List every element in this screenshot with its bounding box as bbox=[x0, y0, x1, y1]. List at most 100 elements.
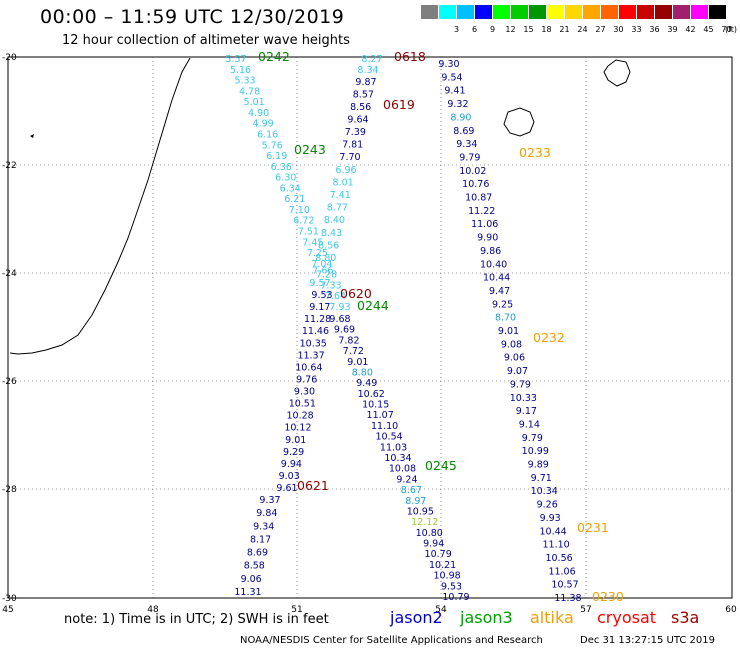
satellite-name: jason2 bbox=[390, 608, 443, 627]
pass-label: 0232 bbox=[533, 330, 565, 345]
swh-value: 8.97 bbox=[405, 496, 426, 507]
legend-swatch bbox=[583, 5, 601, 19]
swh-value: 9.34 bbox=[456, 139, 477, 150]
swh-value: 8.80 bbox=[315, 253, 336, 264]
legend-label: 39 bbox=[667, 25, 678, 34]
swh-value: 9.37 bbox=[259, 495, 280, 506]
swh-value: 9.47 bbox=[489, 286, 510, 297]
swh-value: 11.38 bbox=[554, 593, 581, 604]
swh-value: 10.79 bbox=[442, 592, 469, 603]
swh-value: 8.34 bbox=[357, 65, 378, 76]
altimeter-tracks: 5.575.165.334.785.014.904.996.165.766.19… bbox=[225, 54, 581, 604]
swh-value: 10.21 bbox=[429, 560, 456, 571]
swh-value: 10.44 bbox=[540, 526, 567, 537]
swh-value: 8.69 bbox=[453, 126, 474, 137]
legend-swatch bbox=[691, 5, 709, 19]
swh-value: 8.70 bbox=[495, 313, 516, 324]
swh-value: 9.86 bbox=[480, 246, 501, 257]
swh-value: 10.76 bbox=[462, 179, 489, 190]
swh-value: 9.01 bbox=[347, 357, 368, 368]
lon-tick-label: 60 bbox=[725, 605, 737, 615]
swh-value: 7.70 bbox=[339, 152, 360, 163]
legend-label: 3 bbox=[453, 25, 460, 34]
swh-value: 10.40 bbox=[480, 259, 507, 270]
legend-swatch bbox=[457, 5, 475, 19]
swh-value: 5.57 bbox=[225, 54, 246, 65]
generation-timestamp: Dec 31 13:27:15 UTC 2019 bbox=[580, 635, 715, 646]
legend-swatch bbox=[565, 5, 583, 19]
swh-value: 9.08 bbox=[501, 339, 522, 350]
swh-value: 11.07 bbox=[367, 410, 394, 421]
page-subtitle: 12 hour collection of altimeter wave hei… bbox=[62, 33, 350, 48]
swh-value: 9.71 bbox=[531, 473, 552, 484]
pass-label: 0621 bbox=[297, 478, 329, 493]
footer-note: note: 1) Time is in UTC; 2) SWH is in fe… bbox=[64, 612, 329, 627]
swh-value: 6.21 bbox=[284, 194, 305, 205]
swh-value: 7.41 bbox=[330, 190, 351, 201]
swh-value: 10.95 bbox=[407, 506, 434, 517]
lon-tick-label: 48 bbox=[147, 605, 159, 615]
swh-value: 9.03 bbox=[279, 471, 300, 482]
swh-value: 9.69 bbox=[334, 325, 355, 336]
lat-tick-label: -28 bbox=[2, 485, 17, 495]
swh-value: 5.16 bbox=[230, 65, 251, 76]
legend-label: 6 bbox=[471, 25, 478, 34]
pass-label: 0233 bbox=[519, 145, 551, 160]
swh-value: 7.81 bbox=[342, 140, 363, 151]
swh-value: 10.99 bbox=[522, 446, 549, 457]
swh-value: 9.30 bbox=[438, 59, 459, 70]
legend-label: 27 bbox=[595, 25, 606, 34]
legend-swatch bbox=[493, 5, 511, 19]
legend-swatch bbox=[439, 5, 457, 19]
swh-value: 9.61 bbox=[276, 483, 297, 494]
pass-label: 0244 bbox=[357, 298, 389, 313]
swh-value: 8.58 bbox=[244, 561, 265, 572]
lon-tick-label: 45 bbox=[2, 605, 13, 615]
pass-label: 0231 bbox=[577, 520, 609, 535]
swh-value: 9.90 bbox=[477, 233, 498, 244]
swh-value: 5.33 bbox=[234, 76, 255, 87]
swh-value: 9.89 bbox=[528, 460, 549, 471]
swh-value: 4.90 bbox=[248, 108, 269, 119]
swh-value: 8.77 bbox=[327, 203, 348, 214]
swh-value: 10.28 bbox=[287, 411, 314, 422]
satellite-name: cryosat bbox=[597, 608, 657, 627]
pass-label: 0243 bbox=[294, 142, 326, 157]
swh-value: 8.56 bbox=[350, 102, 371, 113]
legend-swatch bbox=[511, 5, 529, 19]
legend-label: 12 bbox=[505, 25, 516, 34]
lon-tick-label: 57 bbox=[580, 605, 591, 615]
legend-label: 70 bbox=[721, 25, 732, 34]
swh-value: 6.72 bbox=[293, 216, 314, 227]
swh-value: 8.40 bbox=[324, 215, 345, 226]
swh-value: 10.33 bbox=[510, 393, 537, 404]
swh-value: 7.45 bbox=[302, 237, 323, 248]
legend-swatch bbox=[637, 5, 655, 19]
map-frame bbox=[7, 56, 733, 599]
swh-value: 9.79 bbox=[510, 379, 531, 390]
lat-lon-grid: 45 48 51 54 57 60 -20 -22 -24 -26 -28 -30 bbox=[2, 53, 737, 615]
islet bbox=[30, 134, 34, 138]
lon-tick-label: 51 bbox=[291, 605, 302, 615]
swh-value: 9.06 bbox=[504, 353, 525, 364]
swh-value: 11.31 bbox=[234, 587, 261, 598]
swh-value: 9.84 bbox=[256, 508, 277, 519]
swh-value: 9.41 bbox=[444, 86, 465, 97]
swh-value: 8.43 bbox=[321, 228, 342, 239]
swh-value: 9.25 bbox=[492, 299, 513, 310]
legend-label: 15 bbox=[523, 25, 534, 34]
lat-tick-label: -20 bbox=[2, 53, 17, 63]
swh-value: 11.37 bbox=[297, 350, 324, 361]
swh-value: 8.90 bbox=[450, 112, 471, 123]
swh-value: 10.34 bbox=[384, 453, 411, 464]
legend-swatch bbox=[475, 5, 493, 19]
swh-value: 7.28 bbox=[316, 270, 337, 281]
mauritius-island bbox=[603, 59, 631, 87]
swh-value: 9.53 bbox=[441, 581, 462, 592]
swh-value: 9.68 bbox=[329, 314, 350, 325]
swh-value: 10.08 bbox=[389, 464, 416, 475]
madagascar-coastline bbox=[9, 57, 191, 355]
legend-swatch bbox=[709, 5, 727, 19]
